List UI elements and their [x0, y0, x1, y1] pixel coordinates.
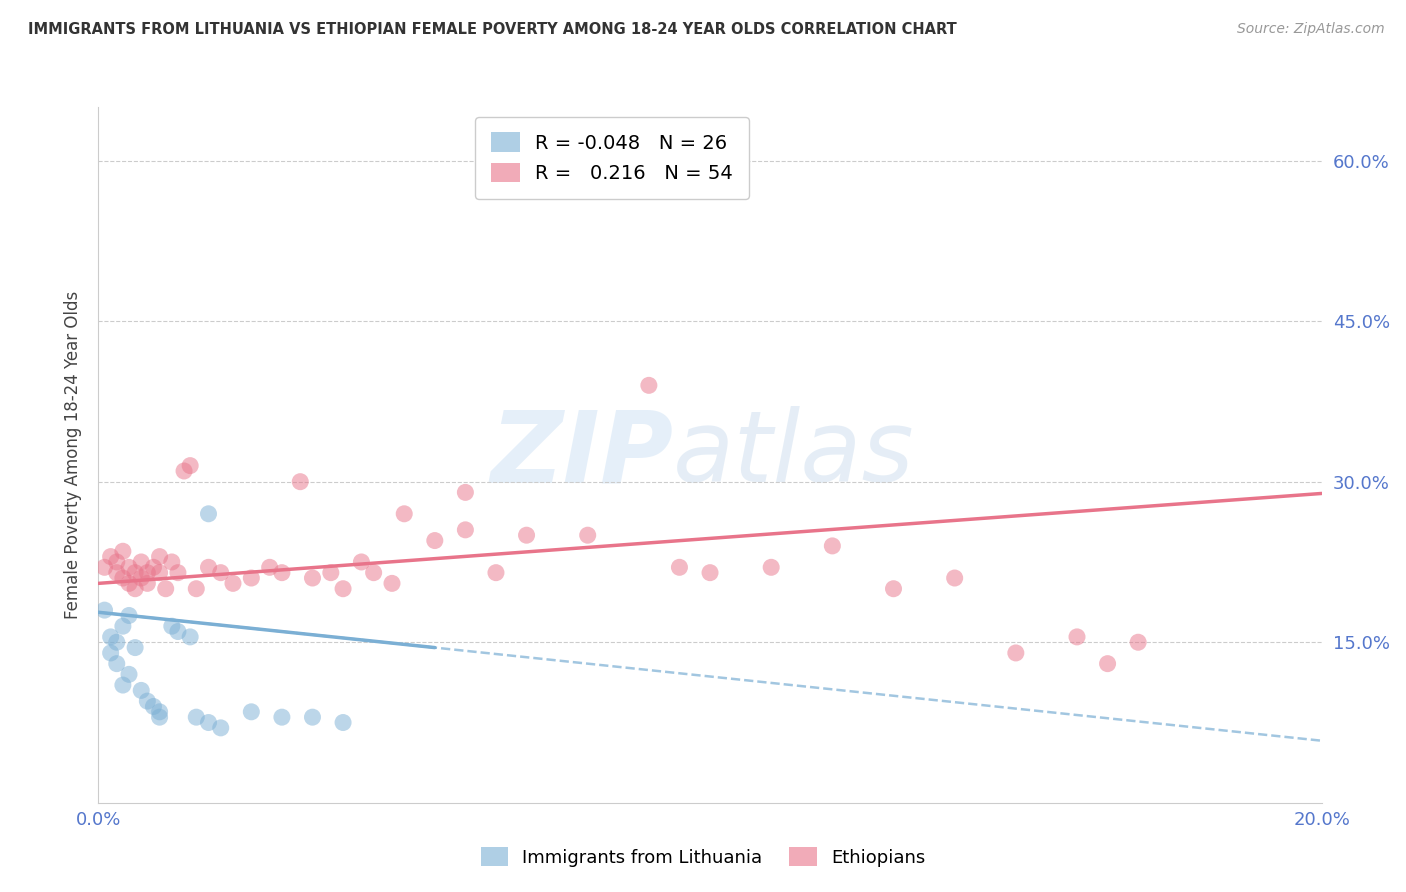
- Point: [454, 485, 477, 500]
- Point: [118, 608, 141, 623]
- Point: [668, 560, 690, 574]
- Point: [197, 715, 219, 730]
- Y-axis label: Female Poverty Among 18-24 Year Olds: Female Poverty Among 18-24 Year Olds: [63, 291, 82, 619]
- Point: [392, 507, 416, 521]
- Point: [105, 657, 128, 671]
- Point: [124, 582, 146, 596]
- Point: [149, 710, 172, 724]
- Point: [160, 555, 183, 569]
- Point: [105, 566, 128, 580]
- Point: [179, 630, 201, 644]
- Point: [186, 710, 208, 724]
- Point: [222, 576, 245, 591]
- Point: [136, 566, 159, 580]
- Point: [186, 582, 208, 596]
- Text: Source: ZipAtlas.com: Source: ZipAtlas.com: [1237, 22, 1385, 37]
- Text: atlas: atlas: [673, 407, 915, 503]
- Point: [209, 566, 232, 580]
- Point: [209, 721, 232, 735]
- Legend: Immigrants from Lithuania, Ethiopians: Immigrants from Lithuania, Ethiopians: [474, 840, 932, 874]
- Point: [1128, 635, 1150, 649]
- Point: [167, 566, 190, 580]
- Point: [699, 566, 721, 580]
- Point: [290, 475, 312, 489]
- Point: [136, 576, 159, 591]
- Point: [259, 560, 281, 574]
- Point: [129, 555, 152, 569]
- Point: [160, 619, 183, 633]
- Point: [136, 694, 159, 708]
- Point: [883, 582, 905, 596]
- Legend: R = -0.048   N = 26, R =   0.216   N = 54: R = -0.048 N = 26, R = 0.216 N = 54: [475, 117, 748, 199]
- Point: [142, 699, 165, 714]
- Point: [363, 566, 385, 580]
- Point: [149, 705, 172, 719]
- Point: [142, 560, 165, 574]
- Point: [1004, 646, 1026, 660]
- Point: [155, 582, 177, 596]
- Point: [381, 576, 404, 591]
- Point: [111, 571, 134, 585]
- Point: [129, 683, 152, 698]
- Point: [423, 533, 446, 548]
- Point: [100, 646, 122, 660]
- Point: [943, 571, 966, 585]
- Text: IMMIGRANTS FROM LITHUANIA VS ETHIOPIAN FEMALE POVERTY AMONG 18-24 YEAR OLDS CORR: IMMIGRANTS FROM LITHUANIA VS ETHIOPIAN F…: [28, 22, 957, 37]
- Point: [124, 640, 146, 655]
- Point: [270, 710, 292, 724]
- Point: [240, 571, 263, 585]
- Point: [111, 678, 134, 692]
- Point: [350, 555, 373, 569]
- Point: [111, 544, 134, 558]
- Point: [485, 566, 508, 580]
- Point: [124, 566, 146, 580]
- Point: [301, 710, 323, 724]
- Point: [149, 549, 172, 564]
- Point: [454, 523, 477, 537]
- Point: [240, 705, 263, 719]
- Point: [197, 507, 219, 521]
- Text: ZIP: ZIP: [491, 407, 673, 503]
- Point: [516, 528, 538, 542]
- Point: [118, 667, 141, 681]
- Point: [197, 560, 219, 574]
- Point: [332, 715, 354, 730]
- Point: [319, 566, 342, 580]
- Point: [821, 539, 844, 553]
- Point: [1066, 630, 1088, 644]
- Point: [93, 603, 115, 617]
- Point: [1097, 657, 1119, 671]
- Point: [270, 566, 292, 580]
- Point: [100, 549, 122, 564]
- Point: [332, 582, 354, 596]
- Point: [149, 566, 172, 580]
- Point: [118, 576, 141, 591]
- Point: [100, 630, 122, 644]
- Point: [105, 635, 128, 649]
- Point: [759, 560, 782, 574]
- Point: [173, 464, 195, 478]
- Point: [118, 560, 141, 574]
- Point: [105, 555, 128, 569]
- Point: [111, 619, 134, 633]
- Point: [129, 571, 152, 585]
- Point: [576, 528, 599, 542]
- Point: [93, 560, 115, 574]
- Point: [167, 624, 190, 639]
- Point: [301, 571, 323, 585]
- Point: [637, 378, 661, 392]
- Point: [179, 458, 201, 473]
